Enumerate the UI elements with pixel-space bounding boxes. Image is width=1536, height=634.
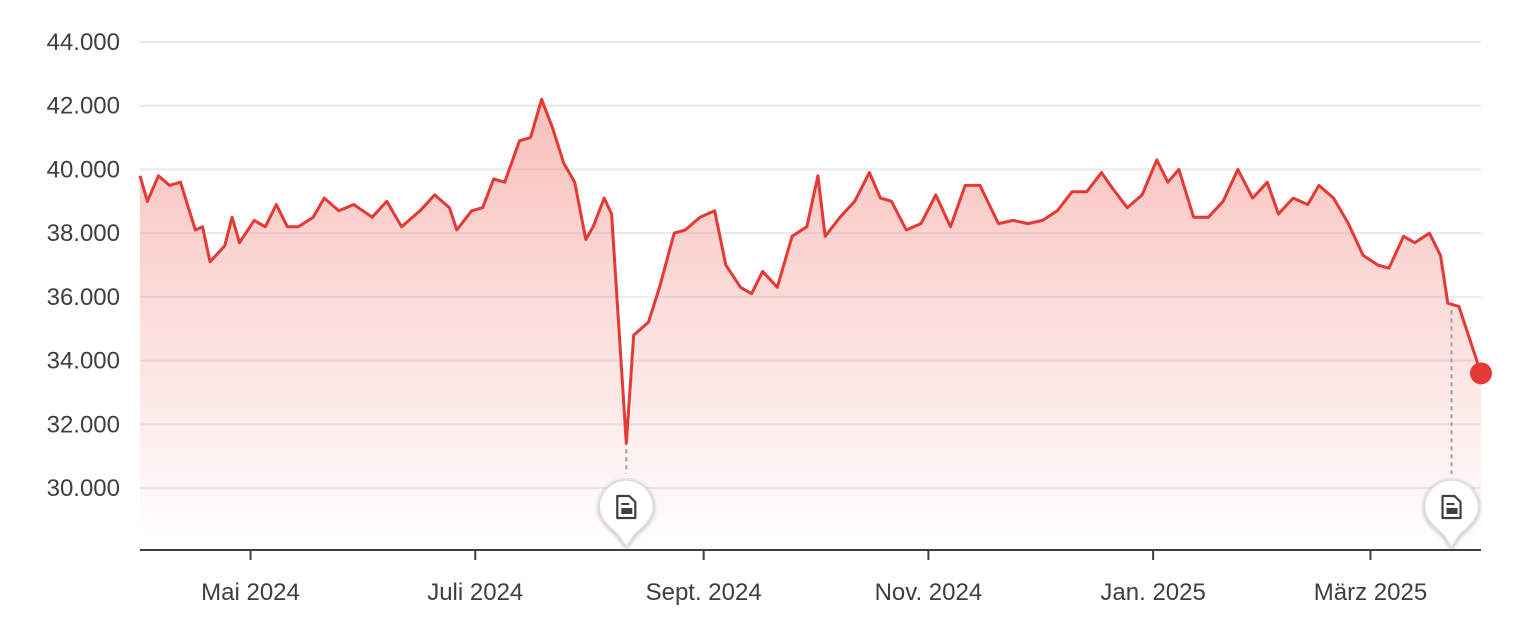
document-icon (1441, 494, 1462, 520)
y-tick-label: 40.000 (47, 156, 120, 183)
x-tick-label: Mai 2024 (201, 579, 300, 606)
document-icon (616, 494, 637, 520)
event-marker[interactable] (1423, 310, 1480, 549)
y-axis-ticks: 30.000 32.000 34.000 36.000 38.000 40.000 42.0… (47, 29, 120, 502)
x-tick-label: März 2025 (1314, 579, 1427, 606)
x-axis-ticks: Mai 2024 Juli 2024 Sept. 2024 Nov. 2024 Jan.… (201, 550, 1427, 606)
y-tick-label: 30.000 (47, 475, 120, 502)
x-tick-label: Jan. 2025 (1100, 579, 1205, 606)
y-tick-label: 36.000 (47, 284, 120, 311)
event-marker[interactable] (598, 449, 655, 549)
price-area-fill (140, 99, 1481, 551)
y-tick-label: 42.000 (47, 93, 120, 120)
y-tick-label: 32.000 (47, 411, 120, 438)
event-markers (598, 310, 1480, 549)
x-tick-label: Nov. 2024 (875, 579, 983, 606)
x-tick-label: Juli 2024 (427, 579, 523, 606)
y-tick-label: 44.000 (47, 29, 120, 56)
x-tick-label: Sept. 2024 (646, 579, 762, 606)
price-line (138, 97, 1483, 445)
y-tick-label: 34.000 (47, 348, 120, 375)
last-price-dot (1470, 362, 1492, 385)
y-tick-label: 38.000 (47, 220, 120, 247)
